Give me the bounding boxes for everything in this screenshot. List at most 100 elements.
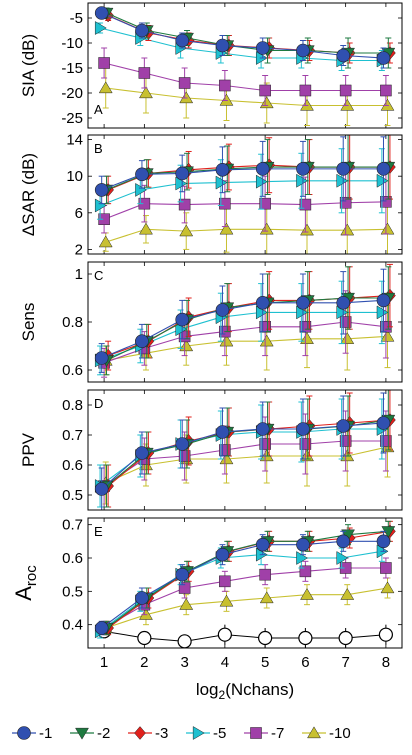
point-series-10 xyxy=(179,224,194,237)
legend-marker-1 xyxy=(17,726,31,740)
point-series-1 xyxy=(135,591,149,605)
y-axis-label: ΔSAR (dB) xyxy=(19,153,38,236)
point-series-1 xyxy=(255,41,270,55)
point-series-7 xyxy=(339,84,352,97)
point-series-7 xyxy=(380,196,392,208)
point-series-1 xyxy=(135,23,149,38)
point-series-7 xyxy=(299,438,312,450)
baseline-point xyxy=(338,630,353,646)
point-series-1 xyxy=(135,334,149,349)
point-series-1 xyxy=(215,425,230,439)
point-series-7 xyxy=(380,435,392,447)
point-series-7 xyxy=(219,575,231,588)
plot-frame xyxy=(87,2,403,129)
point-series-5 xyxy=(336,173,349,188)
panel-letter: C xyxy=(94,268,103,283)
point-series-7 xyxy=(178,582,191,594)
y-tick-label: 6 xyxy=(75,205,83,222)
point-series-7 xyxy=(259,84,271,97)
point-series-10 xyxy=(300,449,314,462)
point-series-1 xyxy=(296,422,310,436)
panel-D: 0.5 0.6 0.7 0.8 D PPV xyxy=(19,389,403,511)
panel-letter: D xyxy=(94,396,103,411)
point-series-7 xyxy=(380,562,392,574)
y-tick-label: 0.8 xyxy=(62,397,83,414)
point-series-7 xyxy=(259,438,271,450)
point-series-1 xyxy=(135,446,149,460)
point-series-1 xyxy=(336,295,351,310)
legend-label-7: -7 xyxy=(271,725,284,742)
line-series-7 xyxy=(103,567,386,629)
legend-label-5: -5 xyxy=(213,725,226,742)
point-series-7 xyxy=(339,435,352,447)
y-axis-label: Sens xyxy=(19,303,38,342)
point-series-1 xyxy=(94,6,109,20)
x-tick-label: 7 xyxy=(341,654,349,671)
legend-label-3: -3 xyxy=(155,725,168,742)
point-series-10 xyxy=(139,222,153,235)
y-tick-label: 0.6 xyxy=(62,362,83,379)
point-series-1 xyxy=(175,437,189,451)
y-tick-label: 1 xyxy=(75,266,83,283)
point-series-1 xyxy=(135,167,149,182)
point-series-10 xyxy=(219,334,234,347)
point-series-1 xyxy=(175,567,189,582)
x-axis-label-part: (Nchans) xyxy=(225,680,294,699)
point-series-10 xyxy=(340,449,355,462)
y-tick-label: 0.5 xyxy=(62,583,83,600)
point-series-7 xyxy=(299,321,312,333)
y-tick-label: 10 xyxy=(66,168,83,185)
legend-marker-7 xyxy=(250,727,262,739)
point-series-1 xyxy=(255,422,270,436)
legend-marker-5 xyxy=(192,726,205,740)
y-tick-label: -15 xyxy=(61,60,83,77)
plot-area xyxy=(88,262,402,382)
y-axis-label-sub: roc xyxy=(23,565,40,586)
plot-frame xyxy=(87,389,403,511)
y-tick-label: 14 xyxy=(66,132,83,149)
point-series-1 xyxy=(296,295,310,310)
point-series-5 xyxy=(296,173,309,188)
plot-area xyxy=(88,135,402,254)
point-series-10 xyxy=(139,86,153,99)
point-series-1 xyxy=(255,295,270,310)
x-tick-label: 1 xyxy=(100,654,108,671)
legend-label-1: -1 xyxy=(39,725,52,742)
point-series-10 xyxy=(300,98,314,111)
x-tick-label: 8 xyxy=(382,654,390,671)
y-tick-label: -20 xyxy=(61,85,83,102)
point-series-1 xyxy=(94,482,109,496)
y-tick-label: -25 xyxy=(61,110,83,127)
point-series-7 xyxy=(178,77,191,89)
point-series-10 xyxy=(340,332,355,344)
point-series-1 xyxy=(296,537,310,552)
point-series-7 xyxy=(219,197,231,210)
point-series-5 xyxy=(376,173,389,188)
point-series-5 xyxy=(175,176,188,191)
line-series-10 xyxy=(105,87,388,107)
legend-label-2: -2 xyxy=(97,725,110,742)
point-series-7 xyxy=(178,450,191,462)
point-series-7 xyxy=(138,67,151,79)
point-series-1 xyxy=(175,312,189,327)
point-series-7 xyxy=(380,84,392,97)
point-series-1 xyxy=(215,547,230,562)
point-series-1 xyxy=(94,183,109,197)
point-series-7 xyxy=(259,197,271,210)
point-series-10 xyxy=(340,98,355,111)
point-series-10 xyxy=(259,449,274,462)
point-series-1 xyxy=(336,419,351,433)
point-series-1 xyxy=(376,293,391,308)
point-series-1 xyxy=(376,162,391,176)
x-axis-label-part: log xyxy=(196,680,219,699)
point-series-1 xyxy=(296,162,310,176)
point-series-7 xyxy=(339,316,352,328)
point-series-10 xyxy=(219,452,234,465)
point-series-10 xyxy=(179,597,194,610)
point-series-10 xyxy=(219,93,234,106)
panel-B: 2 6 10 14 B ΔSAR (dB) xyxy=(19,132,403,258)
point-series-1 xyxy=(94,621,109,635)
point-series-7 xyxy=(219,79,231,92)
